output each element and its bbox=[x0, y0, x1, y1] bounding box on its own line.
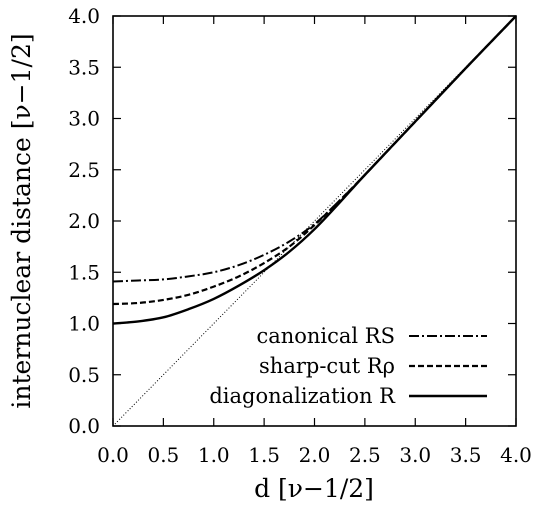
y-tick-label: 4.0 bbox=[68, 4, 100, 28]
legend: canonical RS sharp-cut Rρ diagonalization … bbox=[209, 324, 487, 408]
x-tick-label: 1.5 bbox=[248, 443, 280, 467]
y-tick-label: 1.5 bbox=[68, 260, 100, 284]
y-tick-label: 0.0 bbox=[68, 414, 100, 438]
series-layer bbox=[112, 15, 517, 427]
y-tick-label: 3.0 bbox=[68, 107, 100, 131]
x-tick-label: 3.0 bbox=[399, 443, 431, 467]
legend-label: sharp-cut Rρ bbox=[259, 354, 395, 378]
x-tick-label: 2.0 bbox=[299, 443, 331, 467]
y-tick-label: 2.0 bbox=[68, 209, 100, 233]
series-line-dotted bbox=[112, 15, 517, 427]
series-line-dash-dot bbox=[112, 15, 517, 283]
y-tick-label: 2.5 bbox=[68, 158, 100, 182]
y-tick-label: 1.0 bbox=[68, 312, 100, 336]
legend-label: diagonalization R bbox=[209, 384, 396, 408]
y-tick-label: 3.5 bbox=[68, 55, 100, 79]
x-tick-label: 1.0 bbox=[198, 443, 230, 467]
y-axis-label: internuclear distance [ν−1/2] bbox=[7, 33, 36, 408]
x-tick-label: 0.5 bbox=[147, 443, 179, 467]
x-axis-label: d [ν−1/2] bbox=[254, 474, 374, 503]
series-line-dashed bbox=[112, 15, 517, 306]
series-line-solid bbox=[112, 15, 517, 325]
x-tick-label: 3.5 bbox=[450, 443, 482, 467]
x-tick-label: 4.0 bbox=[500, 443, 532, 467]
x-tick-label: 2.5 bbox=[349, 443, 381, 467]
x-tick-label: 0.0 bbox=[97, 443, 129, 467]
ticks: 0.0 0.5 1.0 1.5 2.0 2.5 3.0 3.5 4.0 0.0 0.5 1.0 1.5 2… bbox=[68, 4, 532, 467]
y-tick-label: 0.5 bbox=[68, 363, 100, 387]
legend-label: canonical RS bbox=[256, 324, 395, 348]
